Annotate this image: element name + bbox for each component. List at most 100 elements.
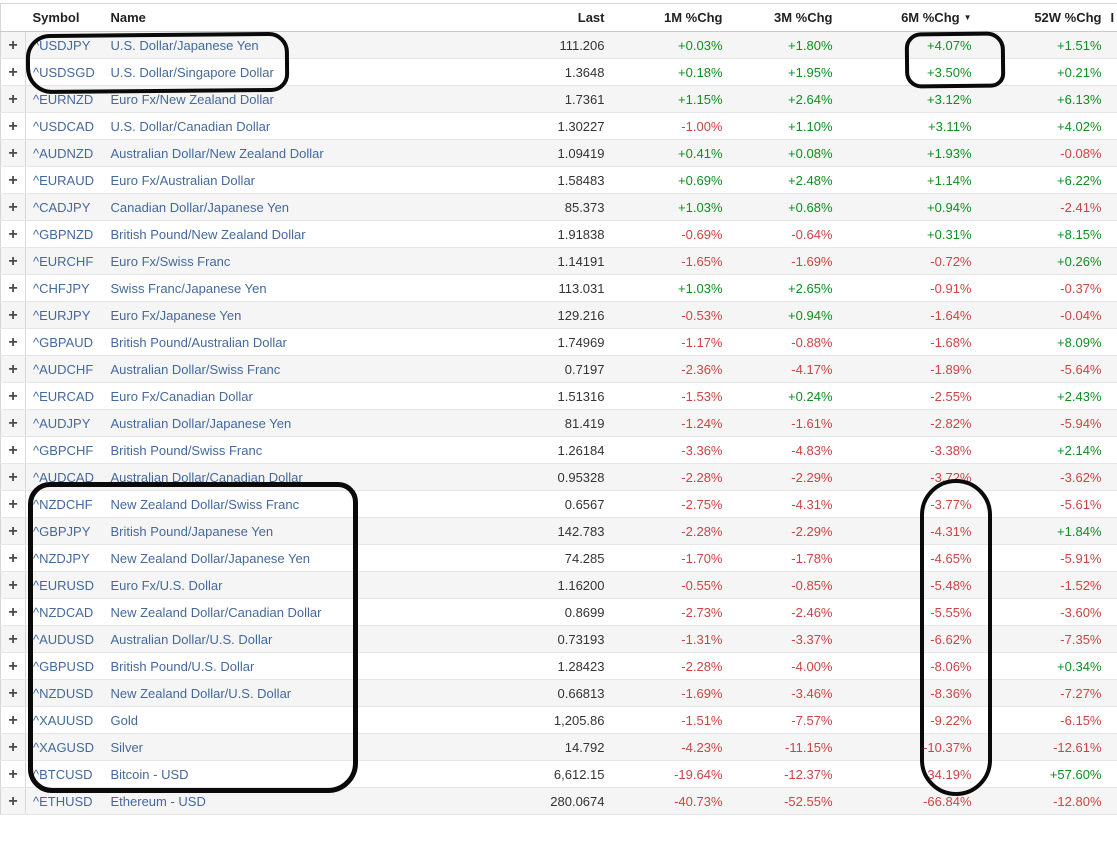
column-header-symbol[interactable]: Symbol	[26, 4, 104, 32]
symbol-link[interactable]: ^EURJPY	[33, 308, 90, 323]
symbol-link[interactable]: ^GBPCHF	[33, 443, 93, 458]
name-link[interactable]: New Zealand Dollar/Swiss Franc	[111, 497, 300, 512]
column-header-last[interactable]: Last	[394, 4, 609, 32]
name-link[interactable]: Silver	[111, 740, 144, 755]
column-header-name[interactable]: Name	[104, 4, 394, 32]
name-link[interactable]: New Zealand Dollar/U.S. Dollar	[111, 686, 292, 701]
name-link[interactable]: Australian Dollar/Japanese Yen	[111, 416, 292, 431]
name-link[interactable]: Euro Fx/New Zealand Dollar	[111, 92, 274, 107]
expand-row-icon[interactable]: +	[8, 740, 17, 756]
expand-row-icon[interactable]: +	[8, 362, 17, 378]
expand-row-icon[interactable]: +	[8, 389, 17, 405]
symbol-link[interactable]: ^CADJPY	[33, 200, 90, 215]
expand-row-icon[interactable]: +	[8, 443, 17, 459]
name-link[interactable]: Euro Fx/Australian Dollar	[111, 173, 256, 188]
expand-row-icon[interactable]: +	[8, 254, 17, 270]
column-header-3m-chg[interactable]: 3M %Chg	[727, 4, 837, 32]
expand-row-icon[interactable]: +	[8, 524, 17, 540]
symbol-link[interactable]: ^GBPAUD	[33, 335, 93, 350]
symbol-link[interactable]: ^NZDCAD	[33, 605, 93, 620]
name-link[interactable]: British Pound/New Zealand Dollar	[111, 227, 306, 242]
column-header-6m-chg[interactable]: 6M %Chg▼	[837, 4, 976, 32]
name-link[interactable]: Australian Dollar/New Zealand Dollar	[111, 146, 324, 161]
symbol-link[interactable]: ^EURAUD	[33, 173, 94, 188]
name-cell: Gold	[104, 707, 394, 734]
expand-row-icon[interactable]: +	[8, 551, 17, 567]
expand-row-icon[interactable]: +	[8, 470, 17, 486]
expand-row-icon[interactable]: +	[8, 65, 17, 81]
name-link[interactable]: British Pound/Swiss Franc	[111, 443, 263, 458]
expand-row-icon[interactable]: +	[8, 605, 17, 621]
expand-row-icon[interactable]: +	[8, 632, 17, 648]
symbol-link[interactable]: ^USDJPY	[33, 38, 90, 53]
symbol-link[interactable]: ^AUDCHF	[33, 362, 93, 377]
symbol-link[interactable]: ^NZDCHF	[33, 497, 93, 512]
name-link[interactable]: Canadian Dollar/Japanese Yen	[111, 200, 290, 215]
expand-row-icon[interactable]: +	[8, 227, 17, 243]
symbol-link[interactable]: ^USDSGD	[33, 65, 95, 80]
symbol-link[interactable]: ^GBPJPY	[33, 524, 90, 539]
symbol-link[interactable]: ^GBPNZD	[33, 227, 93, 242]
symbol-link[interactable]: ^AUDUSD	[33, 632, 94, 647]
expand-row-icon[interactable]: +	[8, 713, 17, 729]
symbol-cell: ^AUDCAD	[26, 464, 104, 491]
symbol-link[interactable]: ^EURNZD	[33, 92, 93, 107]
name-link[interactable]: Ethereum - USD	[111, 794, 206, 809]
column-header-52w-chg[interactable]: 52W %Chg	[976, 4, 1106, 32]
symbol-link[interactable]: ^EURCHF	[33, 254, 93, 269]
name-link[interactable]: Australian Dollar/Swiss Franc	[111, 362, 281, 377]
name-link[interactable]: U.S. Dollar/Japanese Yen	[111, 38, 259, 53]
column-header-symbol-label: Symbol	[33, 10, 80, 25]
expand-row-icon[interactable]: +	[8, 659, 17, 675]
name-link[interactable]: Euro Fx/Swiss Franc	[111, 254, 231, 269]
symbol-link[interactable]: ^ETHUSD	[33, 794, 93, 809]
name-cell: British Pound/U.S. Dollar	[104, 653, 394, 680]
symbol-link[interactable]: ^NZDUSD	[33, 686, 93, 701]
name-link[interactable]: Euro Fx/U.S. Dollar	[111, 578, 223, 593]
name-link[interactable]: U.S. Dollar/Canadian Dollar	[111, 119, 271, 134]
expand-row-icon[interactable]: +	[8, 497, 17, 513]
chg-6m-value: -1.64%	[837, 302, 976, 329]
fragment-cell	[1106, 464, 1117, 491]
expand-row-icon[interactable]: +	[8, 416, 17, 432]
symbol-link[interactable]: ^XAUUSD	[33, 713, 93, 728]
expand-row-icon[interactable]: +	[8, 173, 17, 189]
name-link[interactable]: Euro Fx/Japanese Yen	[111, 308, 242, 323]
symbol-link[interactable]: ^AUDNZD	[33, 146, 93, 161]
name-link[interactable]: British Pound/Australian Dollar	[111, 335, 287, 350]
expand-row-icon[interactable]: +	[8, 146, 17, 162]
symbol-link[interactable]: ^EURCAD	[33, 389, 94, 404]
name-link[interactable]: U.S. Dollar/Singapore Dollar	[111, 65, 274, 80]
name-link[interactable]: New Zealand Dollar/Japanese Yen	[111, 551, 310, 566]
symbol-link[interactable]: ^AUDCAD	[33, 470, 94, 485]
symbol-link[interactable]: ^CHFJPY	[33, 281, 90, 296]
symbol-link[interactable]: ^USDCAD	[33, 119, 94, 134]
name-link[interactable]: Euro Fx/Canadian Dollar	[111, 389, 253, 404]
expand-row-icon[interactable]: +	[8, 686, 17, 702]
symbol-link[interactable]: ^AUDJPY	[33, 416, 90, 431]
symbol-link[interactable]: ^NZDJPY	[33, 551, 90, 566]
expand-row-icon[interactable]: +	[8, 335, 17, 351]
name-link[interactable]: British Pound/Japanese Yen	[111, 524, 274, 539]
expand-row-icon[interactable]: +	[8, 308, 17, 324]
expand-row-icon[interactable]: +	[8, 38, 17, 54]
name-link[interactable]: Swiss Franc/Japanese Yen	[111, 281, 267, 296]
name-link[interactable]: New Zealand Dollar/Canadian Dollar	[111, 605, 322, 620]
symbol-link[interactable]: ^XAGUSD	[33, 740, 94, 755]
symbol-link[interactable]: ^BTCUSD	[33, 767, 93, 782]
name-link[interactable]: Gold	[111, 713, 138, 728]
name-link[interactable]: Australian Dollar/U.S. Dollar	[111, 632, 273, 647]
symbol-link[interactable]: ^EURUSD	[33, 578, 94, 593]
expand-row-icon[interactable]: +	[8, 92, 17, 108]
expand-row-icon[interactable]: +	[8, 200, 17, 216]
expand-row-icon[interactable]: +	[8, 794, 17, 810]
name-link[interactable]: British Pound/U.S. Dollar	[111, 659, 255, 674]
symbol-link[interactable]: ^GBPUSD	[33, 659, 94, 674]
expand-row-icon[interactable]: +	[8, 281, 17, 297]
column-header-1m-chg[interactable]: 1M %Chg	[609, 4, 727, 32]
expand-row-icon[interactable]: +	[8, 119, 17, 135]
expand-row-icon[interactable]: +	[8, 578, 17, 594]
name-link[interactable]: Australian Dollar/Canadian Dollar	[111, 470, 303, 485]
expand-row-icon[interactable]: +	[8, 767, 17, 783]
name-link[interactable]: Bitcoin - USD	[111, 767, 189, 782]
